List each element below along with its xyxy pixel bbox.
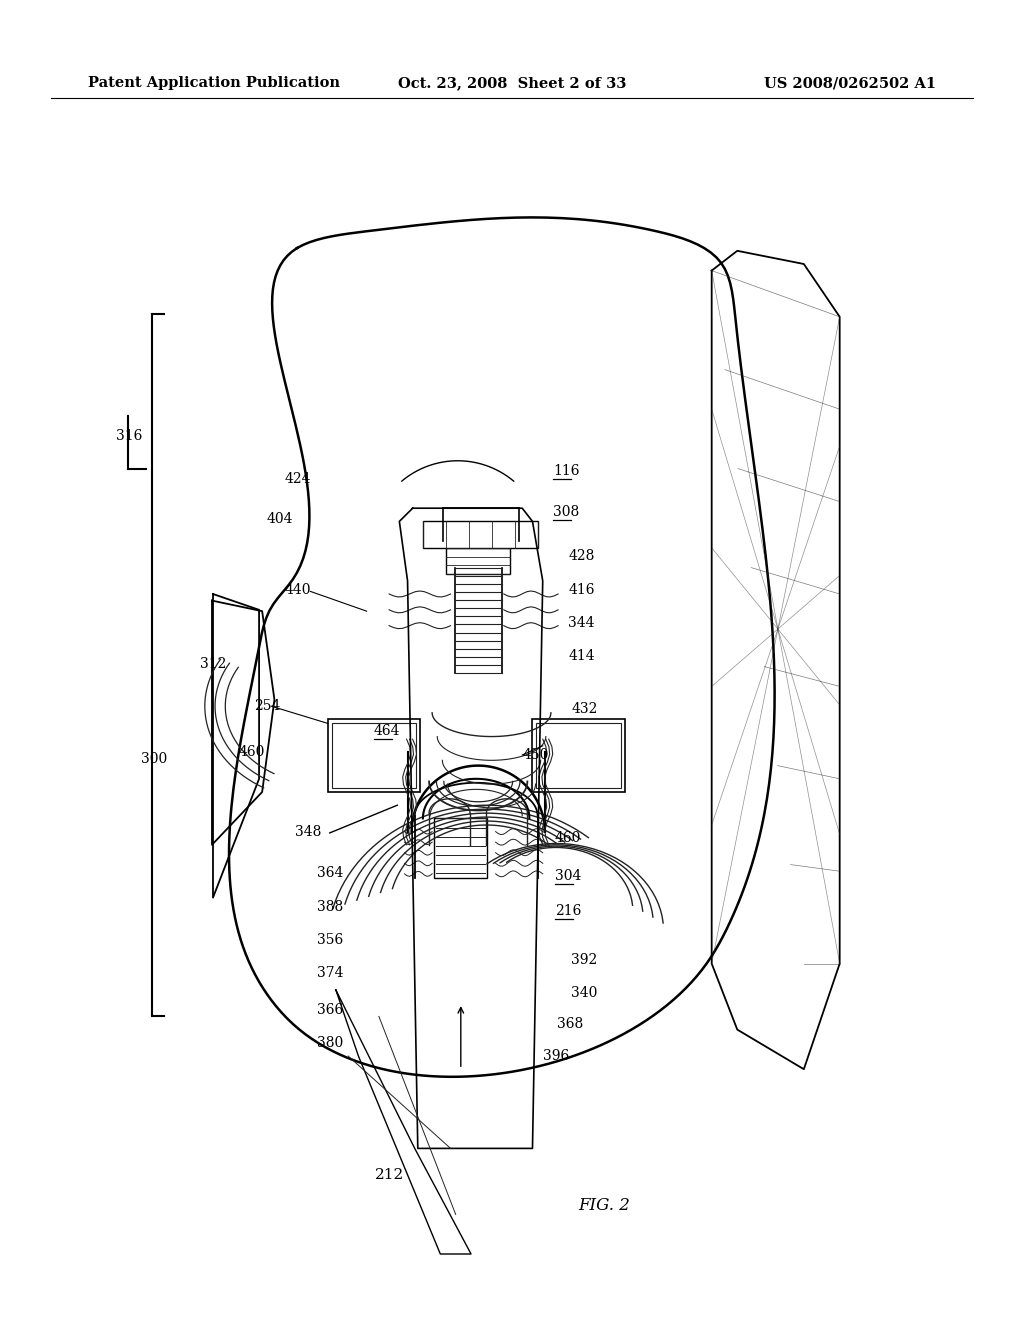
Text: 304: 304 [555, 870, 582, 883]
Bar [532, 719, 625, 792]
Text: 464: 464 [374, 725, 400, 738]
Text: 216: 216 [555, 904, 582, 917]
Text: 460: 460 [555, 832, 582, 845]
Text: 424: 424 [285, 473, 311, 486]
Text: 374: 374 [317, 966, 344, 979]
Text: 212: 212 [375, 1168, 403, 1181]
Bar [446, 548, 510, 574]
Text: 404: 404 [266, 512, 293, 525]
Text: 440: 440 [285, 583, 311, 597]
Text: 380: 380 [317, 1036, 344, 1049]
Text: 392: 392 [571, 953, 598, 966]
Text: FIG. 2: FIG. 2 [579, 1197, 630, 1213]
Text: 356: 356 [317, 933, 344, 946]
Text: 254: 254 [254, 700, 281, 713]
Text: 312: 312 [200, 657, 226, 671]
Text: 300: 300 [141, 752, 168, 766]
Text: 316: 316 [116, 429, 142, 442]
Text: 416: 416 [568, 583, 595, 597]
Text: Oct. 23, 2008  Sheet 2 of 33: Oct. 23, 2008 Sheet 2 of 33 [397, 77, 627, 90]
Text: 340: 340 [571, 986, 598, 999]
Text: US 2008/0262502 A1: US 2008/0262502 A1 [764, 77, 936, 90]
Bar [332, 723, 416, 788]
Bar [537, 723, 621, 788]
Bar [434, 818, 487, 878]
Text: 450: 450 [522, 748, 549, 762]
Text: 344: 344 [568, 616, 595, 630]
Text: 432: 432 [571, 702, 598, 715]
Text: 366: 366 [317, 1003, 344, 1016]
Text: 116: 116 [553, 465, 580, 478]
Text: Patent Application Publication: Patent Application Publication [88, 77, 340, 90]
Text: 308: 308 [553, 506, 580, 519]
Text: 388: 388 [317, 900, 344, 913]
Text: 428: 428 [568, 549, 595, 562]
Text: 368: 368 [557, 1018, 584, 1031]
Text: 414: 414 [568, 649, 595, 663]
Text: 348: 348 [295, 825, 322, 838]
Bar [423, 521, 538, 548]
Text: 364: 364 [317, 866, 344, 879]
Bar [328, 719, 420, 792]
Text: 460: 460 [239, 746, 265, 759]
Text: 396: 396 [543, 1049, 569, 1063]
